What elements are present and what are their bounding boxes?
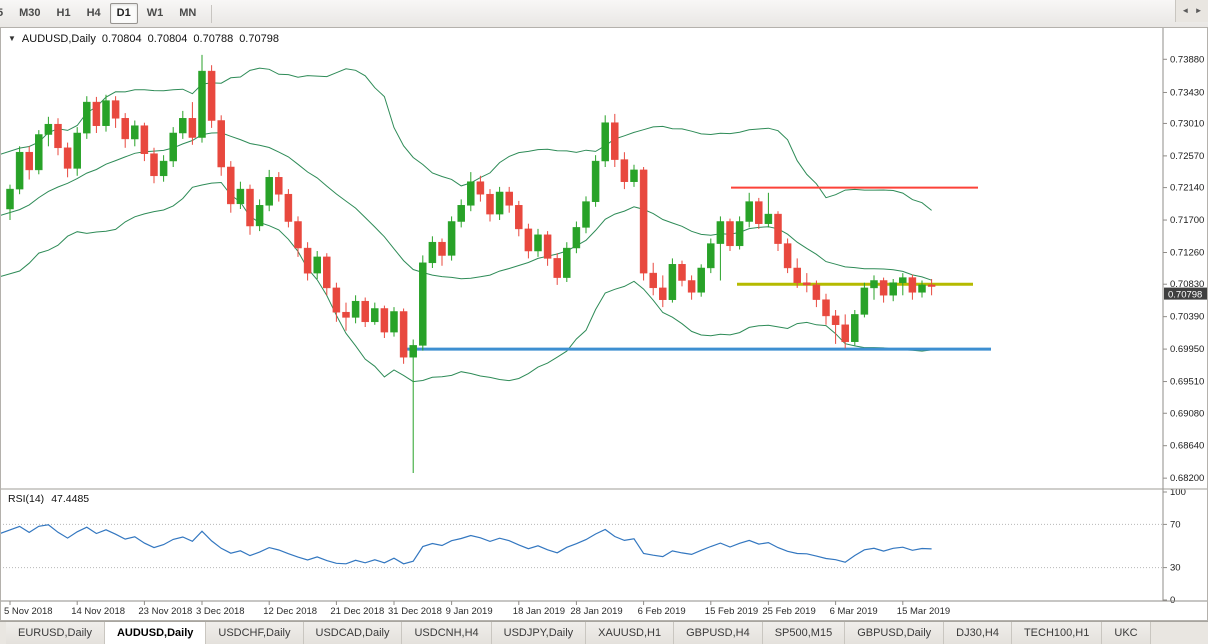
toolbar-separator bbox=[211, 4, 213, 23]
svg-text:30: 30 bbox=[1170, 563, 1181, 574]
svg-text:0.70390: 0.70390 bbox=[1170, 312, 1204, 323]
timeframe-toolbar: 5 M30 H1 H4 D1 W1 MN bbox=[0, 0, 1208, 28]
svg-text:14 Nov 2018: 14 Nov 2018 bbox=[71, 606, 125, 617]
tab-usdcad-daily[interactable]: USDCAD,Daily bbox=[303, 622, 403, 644]
svg-text:21 Dec 2018: 21 Dec 2018 bbox=[330, 606, 384, 617]
svg-text:28 Jan 2019: 28 Jan 2019 bbox=[570, 606, 622, 617]
chart-close-value: 0.70798 bbox=[239, 33, 279, 45]
svg-text:0.71700: 0.71700 bbox=[1170, 215, 1204, 226]
timeframe-button-mn[interactable]: MN bbox=[179, 7, 197, 19]
timeframe-button-5[interactable]: 5 bbox=[0, 3, 10, 24]
svg-text:0.69510: 0.69510 bbox=[1170, 377, 1204, 388]
svg-text:100: 100 bbox=[1170, 487, 1186, 498]
rsi-line bbox=[0, 524, 932, 565]
tab-gbpusd-h4[interactable]: GBPUSD,H4 bbox=[674, 622, 763, 644]
tab-scroll-right-button[interactable]: ► bbox=[1194, 6, 1203, 15]
chart-window: 0.73880 0.73430 0.73010 0.72570 0.72140 0.717… bbox=[0, 27, 1208, 621]
tab-usdchf-daily[interactable]: USDCHF,Daily bbox=[206, 622, 304, 644]
horizontal-lines-layer bbox=[400, 186, 991, 351]
chart-low-value: 0.70788 bbox=[193, 33, 234, 45]
tab-tech100-h1[interactable]: TECH100,H1 bbox=[1011, 622, 1103, 644]
svg-text:0.72570: 0.72570 bbox=[1170, 151, 1204, 162]
tab-eurusd-daily[interactable]: EURUSD,Daily bbox=[6, 622, 105, 644]
svg-text:25 Feb 2019: 25 Feb 2019 bbox=[762, 606, 815, 617]
svg-text:15 Mar 2019: 15 Mar 2019 bbox=[897, 606, 950, 617]
svg-text:31 Dec 2018: 31 Dec 2018 bbox=[388, 606, 442, 617]
svg-text:9 Jan 2019: 9 Jan 2019 bbox=[446, 606, 493, 617]
svg-text:12 Dec 2018: 12 Dec 2018 bbox=[263, 606, 317, 617]
svg-text:70: 70 bbox=[1170, 519, 1181, 530]
current-price-tag bbox=[1164, 287, 1208, 300]
tab-usdjpy-daily[interactable]: USDJPY,Daily bbox=[491, 622, 587, 644]
timeframe-button-w1[interactable]: W1 bbox=[146, 7, 164, 19]
current-price-value: 0.70798 bbox=[1168, 290, 1202, 301]
pane-splitter[interactable] bbox=[0, 486, 1208, 491]
date-axis: 5 Nov 2018 14 Nov 2018 23 Nov 2018 3 Dec 20… bbox=[0, 600, 1208, 617]
timeframe-button-d1[interactable]: D1 bbox=[109, 3, 138, 24]
chart-title: ▼ AUDUSD,Daily 0.70804 0.70804 0.70788 0… bbox=[8, 33, 279, 45]
chart-canvas: 0.73880 0.73430 0.73010 0.72570 0.72140 0.717… bbox=[0, 27, 1208, 621]
timeframe-button-h4[interactable]: H4 bbox=[86, 7, 101, 19]
rsi-value: 47.4485 bbox=[51, 493, 90, 505]
one-click-trading-arrow-icon[interactable]: ▼ bbox=[8, 34, 16, 43]
svg-text:0.72140: 0.72140 bbox=[1170, 183, 1204, 194]
timeframe-button-m30[interactable]: M30 bbox=[19, 7, 41, 19]
svg-text:3 Dec 2018: 3 Dec 2018 bbox=[196, 606, 245, 617]
svg-text:0.70830: 0.70830 bbox=[1170, 279, 1204, 290]
price-axis: 0.73880 0.73430 0.73010 0.72570 0.72140 0.717… bbox=[1162, 27, 1208, 601]
chart-tab-bar: EURUSD,Daily AUDUSD,Daily USDCHF,Daily USDC… bbox=[0, 621, 1208, 644]
chart-symbol-label: AUDUSD,Daily bbox=[21, 33, 96, 45]
chart-high-value: 0.70804 bbox=[147, 33, 188, 45]
tab-gbpusd-daily[interactable]: GBPUSD,Daily bbox=[845, 622, 945, 644]
tab-xauusd-h1[interactable]: XAUUSD,H1 bbox=[586, 622, 675, 644]
tab-audusd-daily[interactable]: AUDUSD,Daily bbox=[104, 622, 207, 644]
tab-dj30-h4[interactable]: DJ30,H4 bbox=[944, 622, 1012, 644]
tab-usdcnh-h4[interactable]: USDCNH,H4 bbox=[402, 622, 492, 644]
tab-scroll-buttons: ◄ ► bbox=[1175, 0, 1208, 22]
svg-text:15 Feb 2019: 15 Feb 2019 bbox=[705, 606, 758, 617]
svg-text:23 Nov 2018: 23 Nov 2018 bbox=[138, 606, 192, 617]
tab-sp500-m15[interactable]: SP500,M15 bbox=[762, 622, 846, 644]
tab-ukc[interactable]: UKC bbox=[1102, 622, 1151, 644]
svg-text:0.68200: 0.68200 bbox=[1170, 473, 1204, 484]
timeframe-button-h1[interactable]: H1 bbox=[56, 7, 71, 19]
svg-text:0.69950: 0.69950 bbox=[1170, 344, 1204, 355]
rsi-indicator-label: RSI(14) 47.4485 bbox=[8, 493, 89, 505]
svg-text:5 Nov 2018: 5 Nov 2018 bbox=[4, 606, 53, 617]
chart-open-value: 0.70804 bbox=[101, 33, 142, 45]
bollinger-lower-line bbox=[0, 181, 932, 383]
svg-text:0.71260: 0.71260 bbox=[1170, 248, 1204, 259]
svg-text:0.73010: 0.73010 bbox=[1170, 118, 1204, 129]
rsi-level-lines bbox=[0, 523, 1163, 569]
tab-scroll-left-button[interactable]: ◄ bbox=[1181, 6, 1190, 15]
svg-text:0.68640: 0.68640 bbox=[1170, 441, 1204, 452]
svg-text:0.73430: 0.73430 bbox=[1170, 88, 1204, 99]
rsi-name: RSI(14) bbox=[8, 493, 45, 505]
svg-text:6 Mar 2019: 6 Mar 2019 bbox=[830, 606, 878, 617]
svg-text:0.73880: 0.73880 bbox=[1170, 54, 1204, 65]
svg-text:18 Jan 2019: 18 Jan 2019 bbox=[513, 606, 565, 617]
candles-layer bbox=[6, 54, 936, 473]
svg-text:6 Feb 2019: 6 Feb 2019 bbox=[638, 606, 686, 617]
svg-text:0.69080: 0.69080 bbox=[1170, 408, 1204, 419]
